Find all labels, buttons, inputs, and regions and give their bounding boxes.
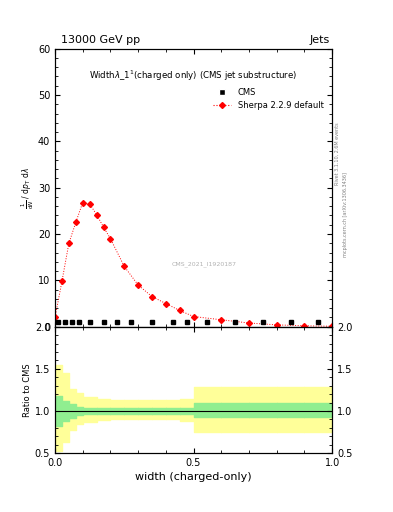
Line: Sherpa 2.2.9 default: Sherpa 2.2.9 default: [53, 200, 334, 328]
Sherpa 2.2.9 default: [108, 236, 113, 242]
CMS: [129, 319, 134, 325]
Y-axis label: $\frac{1}{\mathrm{d}N}$ / $\mathrm{d}p_\mathrm{T}$ $\mathrm{d}\lambda$: $\frac{1}{\mathrm{d}N}$ / $\mathrm{d}p_\…: [20, 167, 37, 209]
Text: CMS_2021_I1920187: CMS_2021_I1920187: [171, 262, 236, 267]
Sherpa 2.2.9 default: [101, 224, 106, 230]
CMS: [101, 319, 106, 325]
CMS: [63, 319, 68, 325]
CMS: [171, 319, 175, 325]
Sherpa 2.2.9 default: [274, 322, 279, 328]
Text: mcplots.cern.ch [arXiv:1306.3436]: mcplots.cern.ch [arXiv:1306.3436]: [343, 173, 347, 258]
CMS: [56, 319, 61, 325]
Sherpa 2.2.9 default: [81, 200, 85, 206]
CMS: [77, 319, 82, 325]
Sherpa 2.2.9 default: [73, 219, 78, 225]
Text: Rivet 3.1.10, 2.6M events: Rivet 3.1.10, 2.6M events: [335, 122, 340, 185]
Sherpa 2.2.9 default: [136, 282, 141, 288]
Sherpa 2.2.9 default: [247, 320, 252, 326]
CMS: [288, 319, 293, 325]
Sherpa 2.2.9 default: [330, 323, 334, 329]
CMS: [261, 319, 265, 325]
Line: CMS: CMS: [57, 321, 320, 324]
Text: Width$\lambda$_1$^1$(charged only) (CMS jet substructure): Width$\lambda$_1$^1$(charged only) (CMS …: [90, 68, 298, 82]
Sherpa 2.2.9 default: [150, 293, 154, 300]
Text: Jets: Jets: [310, 35, 330, 45]
CMS: [150, 319, 154, 325]
CMS: [115, 319, 120, 325]
CMS: [316, 319, 321, 325]
CMS: [87, 319, 92, 325]
CMS: [70, 319, 75, 325]
CMS: [233, 319, 237, 325]
CMS: [205, 319, 210, 325]
Sherpa 2.2.9 default: [177, 307, 182, 313]
Sherpa 2.2.9 default: [60, 278, 64, 284]
Y-axis label: Ratio to CMS: Ratio to CMS: [23, 363, 32, 417]
Text: 13000 GeV pp: 13000 GeV pp: [61, 35, 140, 45]
X-axis label: width (charged-only): width (charged-only): [135, 472, 252, 482]
Sherpa 2.2.9 default: [66, 240, 71, 246]
Sherpa 2.2.9 default: [53, 314, 57, 321]
CMS: [184, 319, 189, 325]
Sherpa 2.2.9 default: [191, 313, 196, 319]
Sherpa 2.2.9 default: [94, 211, 99, 218]
Sherpa 2.2.9 default: [219, 317, 224, 323]
Sherpa 2.2.9 default: [122, 263, 127, 269]
Legend: CMS, Sherpa 2.2.9 default: CMS, Sherpa 2.2.9 default: [211, 86, 325, 112]
Sherpa 2.2.9 default: [87, 201, 92, 207]
Sherpa 2.2.9 default: [163, 301, 168, 307]
Sherpa 2.2.9 default: [302, 323, 307, 329]
